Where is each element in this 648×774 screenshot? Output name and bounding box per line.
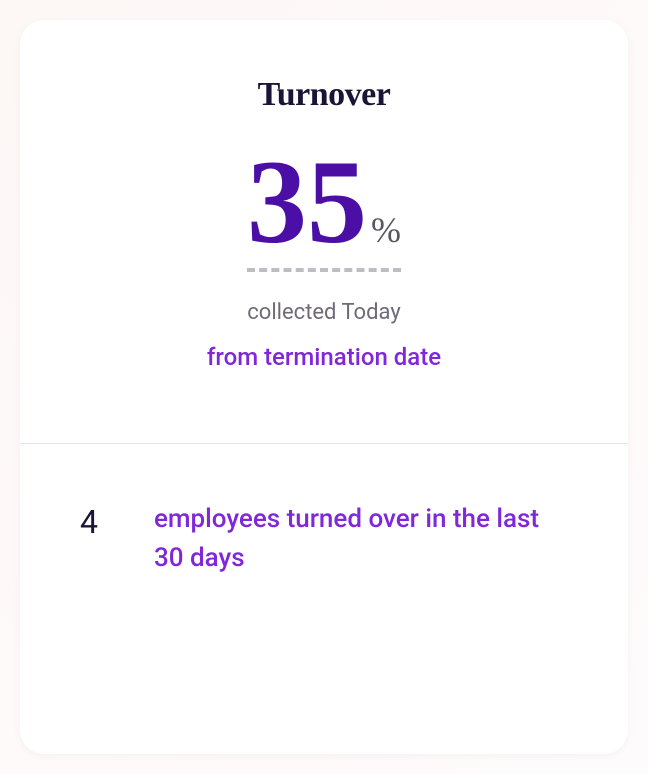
- collected-text: collected Today: [60, 300, 588, 325]
- subtext: from termination date: [60, 343, 588, 371]
- metric-value: 35: [247, 142, 367, 262]
- metric-unit: %: [371, 209, 401, 251]
- card-title: Turnover: [60, 76, 588, 114]
- metric-wrap: 35%: [247, 142, 401, 272]
- card-lower-section: 4 employees turned over in the last 30 d…: [20, 444, 628, 618]
- stat-count: 4: [80, 500, 98, 544]
- card-upper-section: Turnover 35% collected Today from termin…: [20, 20, 628, 443]
- metric-underline: [247, 268, 401, 272]
- metric-row: 35%: [247, 142, 401, 262]
- turnover-card: Turnover 35% collected Today from termin…: [20, 20, 628, 754]
- stat-description: employees turned over in the last 30 day…: [154, 500, 568, 578]
